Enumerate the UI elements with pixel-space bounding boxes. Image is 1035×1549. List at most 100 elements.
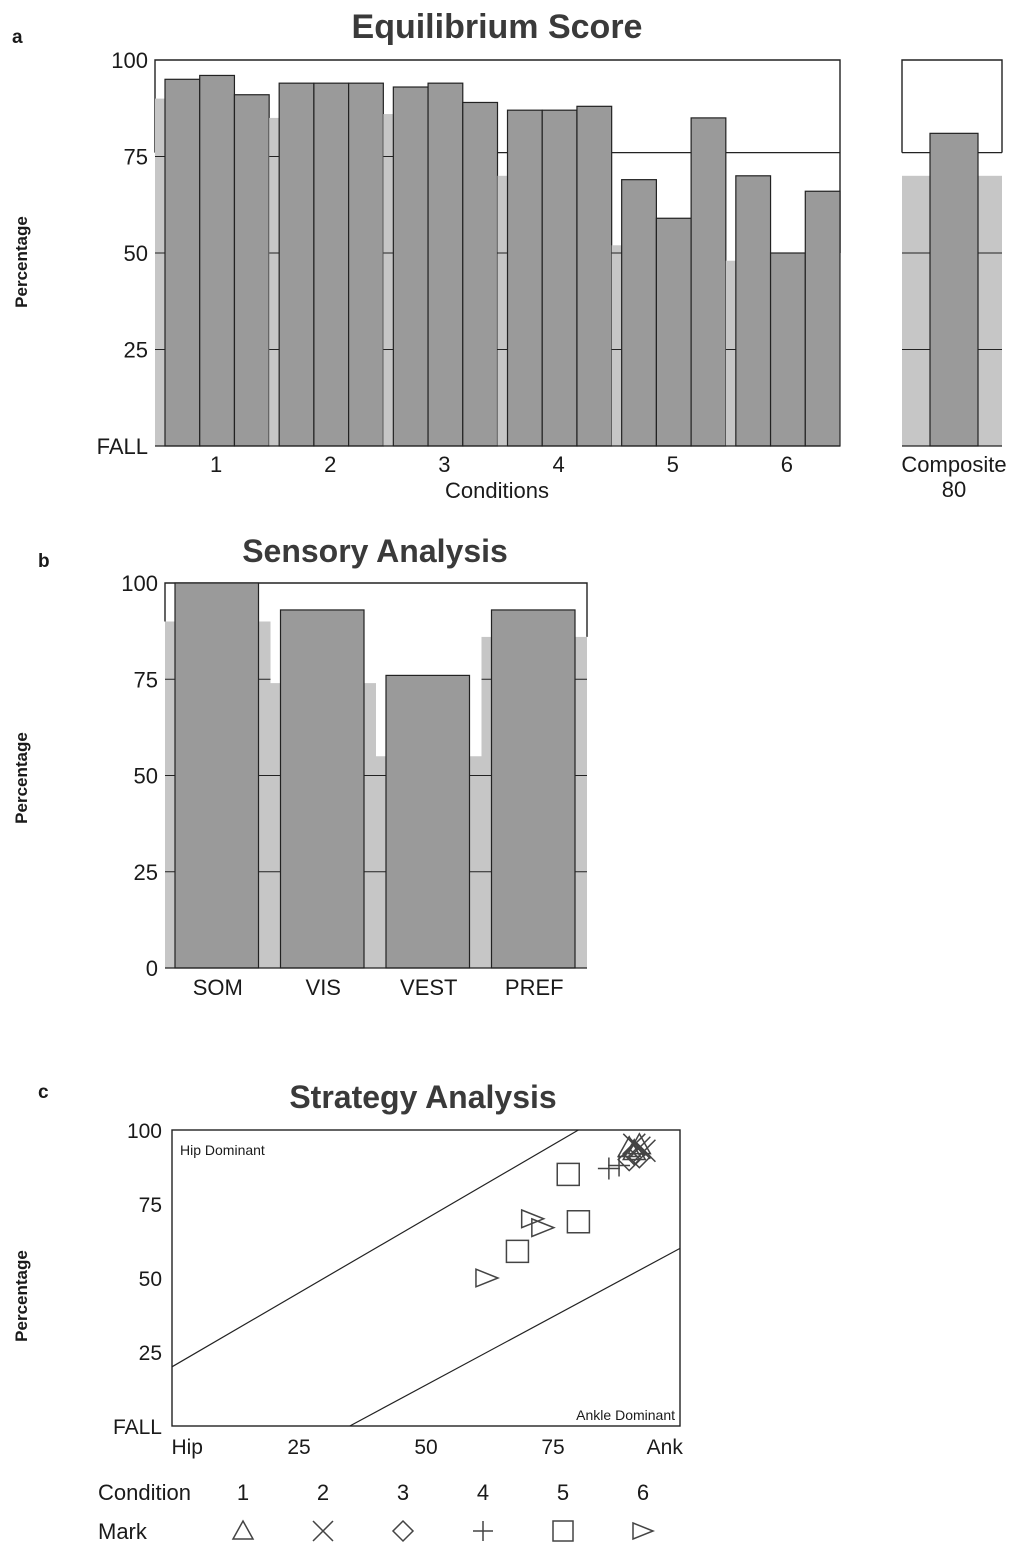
composite-frame <box>901 59 1003 153</box>
y-tick-label: 100 <box>127 1120 162 1143</box>
x-tick-label: Ank <box>647 1436 684 1459</box>
legend-mark <box>632 1521 656 1541</box>
y-tick-label: 25 <box>134 860 158 885</box>
bar <box>655 217 692 447</box>
data-point <box>566 1210 591 1234</box>
legend-condition-label: Condition <box>98 1480 191 1505</box>
legend-mark <box>391 1519 415 1543</box>
bar <box>427 82 464 447</box>
y-tick-label: 0 <box>146 956 158 981</box>
bar <box>576 105 613 447</box>
region-label-hip: Hip Dominant <box>180 1142 265 1158</box>
bar <box>690 117 727 447</box>
chart-title: Strategy Analysis <box>289 1079 556 1115</box>
x-tick-label: VIS <box>306 975 341 1000</box>
region-label-ankle: Ankle Dominant <box>576 1407 675 1423</box>
ylabel-a: Percentage <box>12 216 31 308</box>
bar <box>278 82 315 447</box>
bar <box>621 179 657 447</box>
legend-condition-number: 5 <box>557 1480 569 1505</box>
data-point <box>597 1157 620 1180</box>
data-point <box>475 1268 500 1288</box>
bar <box>735 175 772 447</box>
composite-label: Composite <box>901 452 1006 477</box>
chart-title: Sensory Analysis <box>242 533 508 569</box>
y-tick-label: 25 <box>139 1342 162 1365</box>
x-tick-label: Hip <box>171 1436 203 1459</box>
data-point <box>505 1239 530 1264</box>
bar <box>490 609 576 969</box>
x-axis-label: Conditions <box>445 478 549 503</box>
bar <box>392 86 429 447</box>
data-point <box>622 1133 646 1157</box>
y-tick-label: 75 <box>134 667 158 692</box>
x-tick-label: 4 <box>552 452 564 477</box>
legend-mark <box>231 1519 255 1540</box>
data-point <box>617 1147 642 1172</box>
bar <box>313 82 350 447</box>
bar <box>769 252 806 447</box>
data-point <box>622 1141 647 1166</box>
data-point <box>520 1208 546 1229</box>
bar <box>506 109 543 447</box>
data-point <box>608 1154 631 1177</box>
ylabel-b: Percentage <box>12 732 31 824</box>
data-point <box>627 1144 652 1169</box>
y-tick-label: 50 <box>124 241 148 266</box>
panel-letter-b: b <box>38 551 50 572</box>
ylabel-c: Percentage <box>12 1250 31 1342</box>
bar <box>348 82 384 447</box>
bar <box>462 101 499 447</box>
bar <box>174 582 260 969</box>
bar <box>233 94 270 447</box>
legend-mark <box>552 1520 574 1542</box>
bar <box>541 109 578 447</box>
x-tick-label: VEST <box>400 975 457 1000</box>
y-tick-label: 100 <box>111 48 148 73</box>
x-tick-label: 3 <box>438 452 450 477</box>
x-tick-label: 6 <box>781 452 793 477</box>
x-tick-label: 75 <box>541 1436 564 1459</box>
data-point <box>531 1217 556 1238</box>
y-tick-label: 75 <box>124 145 148 170</box>
y-tick-label: 50 <box>134 764 158 789</box>
bar <box>385 674 471 969</box>
panel-letter-a: a <box>12 27 23 48</box>
legend-mark <box>312 1520 334 1542</box>
legend-mark-label: Mark <box>98 1519 148 1544</box>
boundary-line <box>349 1247 681 1427</box>
x-tick-label: 2 <box>324 452 336 477</box>
bar <box>279 609 365 969</box>
x-tick-label: 1 <box>210 452 222 477</box>
x-tick-label: 25 <box>287 1436 310 1459</box>
chart-title: Equilibrium Score <box>352 8 643 46</box>
bar <box>804 190 841 447</box>
x-tick-label: 50 <box>414 1436 437 1459</box>
x-tick-label: 5 <box>667 452 679 477</box>
legend-condition-number: 4 <box>477 1480 489 1505</box>
legend-condition-number: 6 <box>637 1480 649 1505</box>
y-tick-label: 25 <box>124 338 148 363</box>
panel-letter-c: c <box>38 1082 49 1103</box>
y-tick-label: FALL <box>97 434 148 459</box>
composite-bar <box>929 132 979 447</box>
composite-value-label: 80 <box>942 477 966 502</box>
y-tick-label: FALL <box>113 1416 162 1439</box>
y-tick-label: 75 <box>139 1194 162 1217</box>
normal-range-frame <box>164 582 588 637</box>
x-tick-label: SOM <box>193 975 243 1000</box>
legend-condition-number: 1 <box>237 1480 249 1505</box>
plot-frame <box>171 1129 681 1427</box>
y-tick-label: 100 <box>121 571 158 596</box>
boundary-line <box>171 1129 579 1368</box>
y-tick-label: 50 <box>139 1268 162 1291</box>
legend-condition-number: 2 <box>317 1480 329 1505</box>
legend-condition-number: 3 <box>397 1480 409 1505</box>
bar <box>199 74 236 447</box>
legend-mark <box>473 1521 493 1541</box>
data-point <box>556 1162 580 1187</box>
bar <box>164 78 201 447</box>
x-tick-label: PREF <box>505 975 564 1000</box>
